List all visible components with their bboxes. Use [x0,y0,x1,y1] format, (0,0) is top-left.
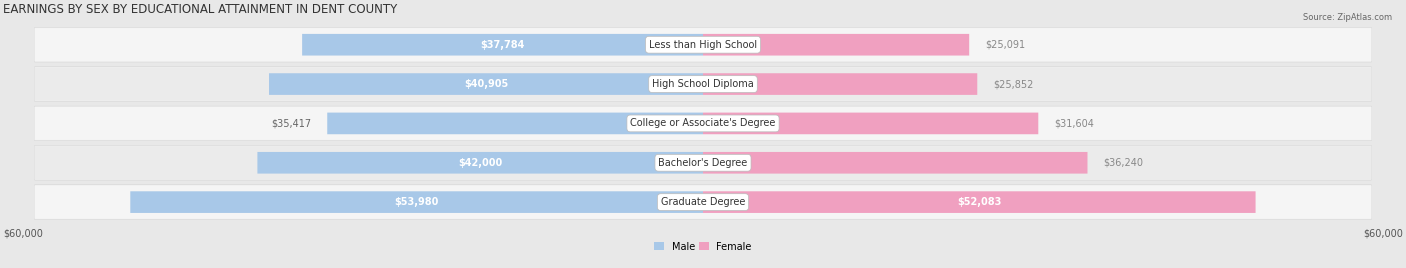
Text: Bachelor's Degree: Bachelor's Degree [658,158,748,168]
Text: $60,000: $60,000 [3,229,42,239]
Text: $31,604: $31,604 [1054,118,1094,128]
Text: $42,000: $42,000 [458,158,502,168]
Text: $37,784: $37,784 [481,40,524,50]
Text: $40,905: $40,905 [464,79,508,89]
FancyBboxPatch shape [703,152,1087,174]
FancyBboxPatch shape [35,186,1371,219]
FancyBboxPatch shape [35,68,1371,100]
FancyBboxPatch shape [35,28,1371,61]
Text: $25,852: $25,852 [993,79,1033,89]
Text: EARNINGS BY SEX BY EDUCATIONAL ATTAINMENT IN DENT COUNTY: EARNINGS BY SEX BY EDUCATIONAL ATTAINMEN… [3,3,396,16]
FancyBboxPatch shape [35,185,1371,219]
Text: $52,083: $52,083 [957,197,1001,207]
FancyBboxPatch shape [703,113,1038,134]
FancyBboxPatch shape [328,113,703,134]
FancyBboxPatch shape [35,107,1371,140]
Text: $35,417: $35,417 [271,118,311,128]
Text: Source: ZipAtlas.com: Source: ZipAtlas.com [1303,13,1392,23]
FancyBboxPatch shape [35,27,1371,62]
Text: $60,000: $60,000 [1364,229,1403,239]
Text: Less than High School: Less than High School [650,40,756,50]
FancyBboxPatch shape [131,191,703,213]
Text: College or Associate's Degree: College or Associate's Degree [630,118,776,128]
Text: Graduate Degree: Graduate Degree [661,197,745,207]
Text: $36,240: $36,240 [1104,158,1143,168]
Text: $53,980: $53,980 [395,197,439,207]
Legend: Male, Female: Male, Female [654,241,752,252]
FancyBboxPatch shape [703,34,969,55]
FancyBboxPatch shape [703,73,977,95]
FancyBboxPatch shape [257,152,703,174]
FancyBboxPatch shape [703,191,1256,213]
FancyBboxPatch shape [35,106,1371,141]
FancyBboxPatch shape [35,67,1371,101]
FancyBboxPatch shape [35,146,1371,179]
FancyBboxPatch shape [35,146,1371,180]
FancyBboxPatch shape [302,34,703,55]
Text: $25,091: $25,091 [986,40,1025,50]
Text: High School Diploma: High School Diploma [652,79,754,89]
FancyBboxPatch shape [269,73,703,95]
